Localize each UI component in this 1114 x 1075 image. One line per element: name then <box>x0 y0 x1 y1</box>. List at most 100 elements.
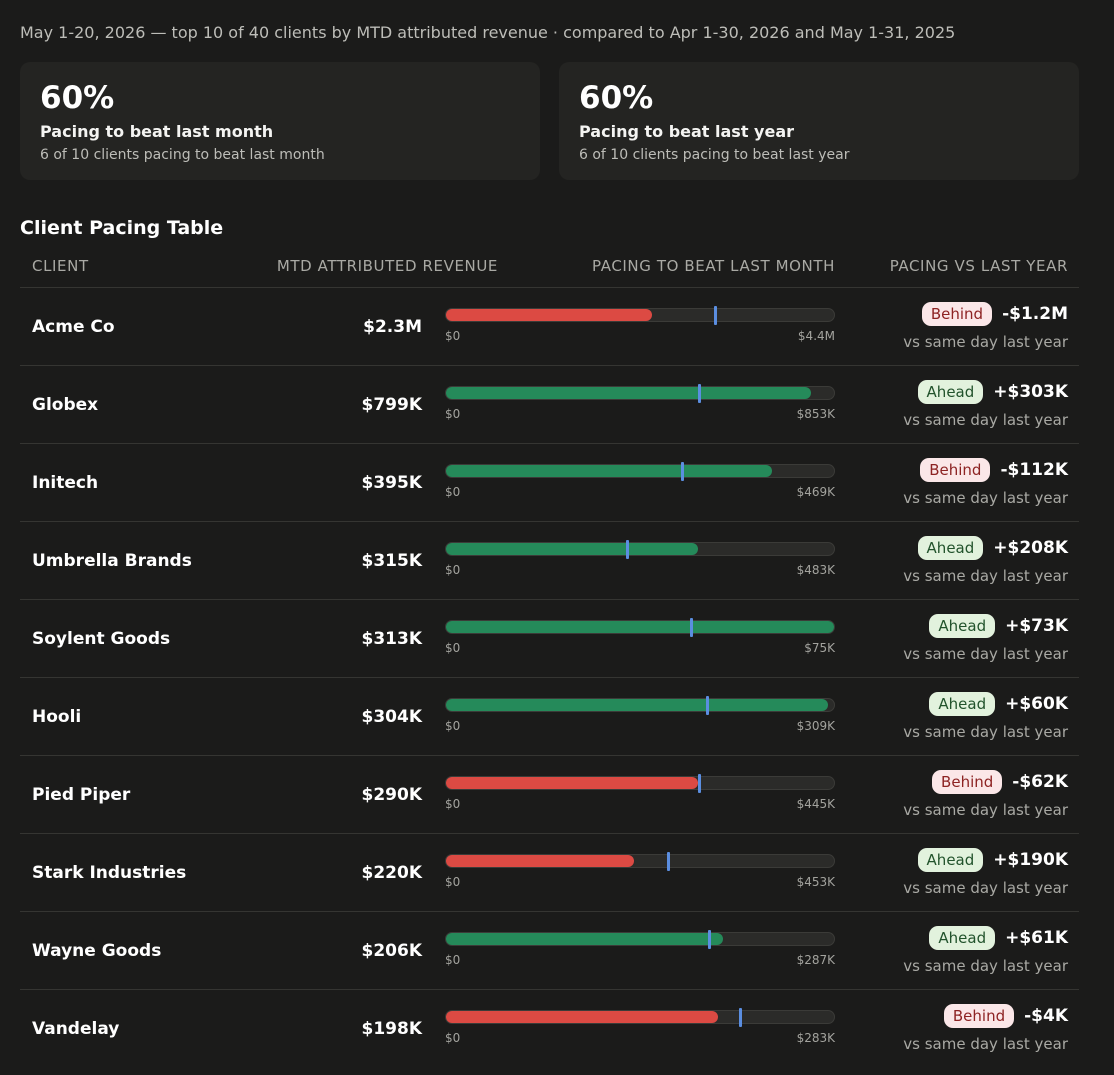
column-header-pacing-month[interactable]: Pacing to beat last month <box>592 257 835 275</box>
column-header-revenue[interactable]: MTD Attributed Revenue <box>276 257 498 275</box>
yoy-delta: +$303K <box>993 382 1068 402</box>
yoy-note: vs same day last year <box>903 489 1068 507</box>
yoy-status-badge: Behind <box>920 458 991 482</box>
pacing-axis-min: $0 <box>445 797 461 811</box>
yoy-summary: Behind -$1.2M <box>921 302 1068 326</box>
yoy-delta: +$61K <box>1005 928 1068 948</box>
kpi-detail: 6 of 10 clients pacing to beat last year <box>579 147 850 163</box>
pacing-target-marker <box>626 540 630 559</box>
yoy-status-badge: Ahead <box>929 692 996 716</box>
yoy-status-badge: Ahead <box>929 614 996 638</box>
pacing-bar-track <box>445 462 835 481</box>
pacing-axis-min: $0 <box>445 953 461 967</box>
table-row[interactable]: Pied Piper $290K $0 $445K Behind -$62K v… <box>20 755 1079 833</box>
pacing-axis-max: $309K <box>796 719 835 733</box>
pacing-axis-max: $483K <box>796 563 835 577</box>
pacing-bar-track <box>445 930 835 949</box>
pacing-bar-fill <box>446 855 635 867</box>
pacing-bar-fill <box>446 1011 718 1023</box>
client-revenue: $313K <box>361 629 423 649</box>
yoy-delta: +$60K <box>1005 694 1068 714</box>
yoy-summary: Ahead +$73K <box>929 614 1068 638</box>
pacing-bar-fill <box>446 465 772 477</box>
client-name: Soylent Goods <box>32 629 171 649</box>
yoy-note: vs same day last year <box>903 567 1068 585</box>
column-header-client[interactable]: Client <box>32 257 89 275</box>
kpi-value: 60% <box>579 80 654 116</box>
table-row[interactable]: Initech $395K $0 $469K Behind -$112K vs … <box>20 443 1079 521</box>
yoy-delta: +$190K <box>993 850 1068 870</box>
yoy-summary: Ahead +$190K <box>917 848 1068 872</box>
client-name: Umbrella Brands <box>32 551 192 571</box>
client-name: Stark Industries <box>32 863 187 883</box>
table-row[interactable]: Globex $799K $0 $853K Ahead +$303K vs sa… <box>20 365 1079 443</box>
client-table-body: Acme Co $2.3M $0 $4.4M Behind -$1.2M vs … <box>20 287 1079 1067</box>
pacing-bar-track <box>445 774 835 793</box>
kpi-label: Pacing to beat last year <box>579 122 794 141</box>
pacing-axis-max: $469K <box>796 485 835 499</box>
client-revenue: $2.3M <box>363 317 422 337</box>
yoy-summary: Ahead +$208K <box>917 536 1068 560</box>
table-row[interactable]: Acme Co $2.3M $0 $4.4M Behind -$1.2M vs … <box>20 287 1079 365</box>
table-row[interactable]: Umbrella Brands $315K $0 $483K Ahead +$2… <box>20 521 1079 599</box>
table-row[interactable]: Wayne Goods $206K $0 $287K Ahead +$61K v… <box>20 911 1079 989</box>
pacing-bar-fill <box>446 543 699 555</box>
pacing-target-marker <box>707 930 711 949</box>
yoy-summary: Behind -$4K <box>943 1004 1068 1028</box>
table-title: Client Pacing Table <box>20 217 224 239</box>
table-row[interactable]: Vandelay $198K $0 $283K Behind -$4K vs s… <box>20 989 1079 1067</box>
pacing-target-marker <box>698 384 702 403</box>
kpi-value: 60% <box>40 80 115 116</box>
yoy-status-badge: Ahead <box>929 926 996 950</box>
yoy-delta: -$4K <box>1024 1006 1068 1026</box>
pacing-target-marker <box>713 306 717 325</box>
client-name: Pied Piper <box>32 785 131 805</box>
kpi-label: Pacing to beat last month <box>40 122 274 141</box>
pacing-axis-min: $0 <box>445 485 461 499</box>
pacing-bar-fill <box>446 309 652 321</box>
client-revenue: $220K <box>361 863 423 883</box>
pacing-bar-track <box>445 618 835 637</box>
yoy-delta: -$1.2M <box>1002 304 1068 324</box>
pacing-axis-min: $0 <box>445 875 461 889</box>
client-name: Globex <box>32 395 99 415</box>
table-row[interactable]: Hooli $304K $0 $309K Ahead +$60K vs same… <box>20 677 1079 755</box>
yoy-status-badge: Ahead <box>917 536 984 560</box>
yoy-summary: Ahead +$60K <box>929 692 1068 716</box>
table-row[interactable]: Soylent Goods $313K $0 $75K Ahead +$73K … <box>20 599 1079 677</box>
yoy-summary: Behind -$62K <box>932 770 1068 794</box>
yoy-delta: -$112K <box>1000 460 1068 480</box>
table-row[interactable]: Stark Industries $220K $0 $453K Ahead +$… <box>20 833 1079 911</box>
yoy-note: vs same day last year <box>903 723 1068 741</box>
client-name: Acme Co <box>32 317 115 337</box>
yoy-status-badge: Behind <box>932 770 1003 794</box>
pacing-target-marker <box>667 852 671 871</box>
pacing-bar-fill <box>446 387 811 399</box>
pacing-axis-max: $287K <box>796 953 835 967</box>
pacing-bar-track <box>445 1008 835 1027</box>
client-name: Initech <box>32 473 99 493</box>
pacing-axis-max: $283K <box>796 1031 835 1045</box>
column-header-pacing-year[interactable]: Pacing vs last year <box>889 257 1068 275</box>
pacing-axis-min: $0 <box>445 719 461 733</box>
yoy-status-badge: Behind <box>943 1004 1015 1028</box>
yoy-status-badge: Ahead <box>917 380 984 404</box>
pacing-target-marker <box>680 462 684 481</box>
yoy-note: vs same day last year <box>903 333 1068 351</box>
pacing-axis-min: $0 <box>445 407 461 421</box>
client-revenue: $304K <box>361 707 423 727</box>
yoy-note: vs same day last year <box>903 957 1068 975</box>
client-name: Hooli <box>32 707 82 727</box>
yoy-status-badge: Behind <box>921 302 993 326</box>
pacing-axis-max: $445K <box>796 797 835 811</box>
client-name: Vandelay <box>32 1019 120 1039</box>
pacing-axis-max: $75K <box>804 641 835 655</box>
pacing-target-marker <box>738 1008 742 1027</box>
yoy-note: vs same day last year <box>903 645 1068 663</box>
client-revenue: $395K <box>361 473 423 493</box>
pacing-bar-track <box>445 540 835 559</box>
pacing-bar-fill <box>446 699 829 711</box>
pacing-axis-min: $0 <box>445 641 461 655</box>
yoy-delta: +$208K <box>993 538 1068 558</box>
client-revenue: $198K <box>361 1019 423 1039</box>
